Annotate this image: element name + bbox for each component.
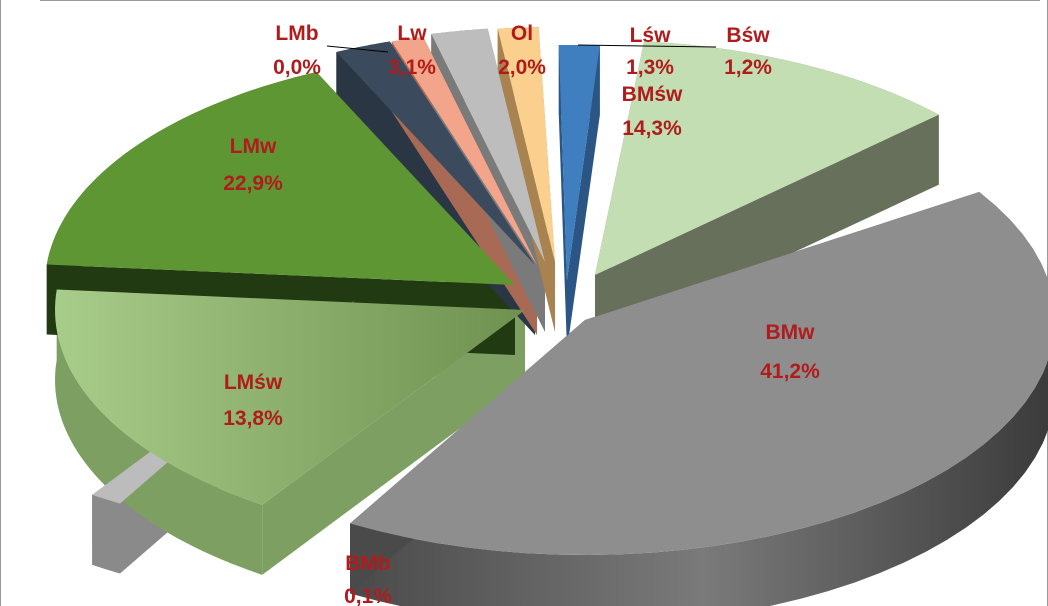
slice-lmb[interactable] [336,41,535,265]
slice-face-bmśw-1 [595,114,939,346]
slice-value-lw: 3,1% [388,56,436,79]
slice-label-bmśw: BMśw [622,83,683,106]
slice-label-ol: Ol [511,22,533,45]
slice-lw[interactable] [391,36,537,266]
slice-value-bśw: 1,2% [724,56,772,79]
leader-line-1 [577,44,717,48]
chart-top-border [40,0,1040,1]
slice-label-lmśw: LMśw [224,371,283,394]
slice-value-bmśw: 14,3% [622,117,682,140]
slice-value-lmw: 22,9% [223,172,283,195]
slice-label-bmw: BMw [766,321,816,344]
slice-side-lmśw [55,289,263,575]
slice-bmw[interactable] [350,192,1048,555]
slice-value-lmśw: 13,8% [223,407,283,430]
slice-label-lmb: LMb [275,22,318,45]
slice-value-lśw: 1,3% [626,56,674,79]
slice-label-bśw: Bśw [726,24,770,47]
slice-label-lśw: Lśw [630,24,672,47]
slice-label-bmb: BMb [345,552,391,575]
slice-value-lmb: 0,0% [273,56,321,79]
slice-ol[interactable] [431,28,545,263]
slice-side-bmw [350,192,1048,606]
slice-value-ol: 2,0% [498,56,546,79]
slice-value-bmw: 41,2% [760,360,820,383]
slice-face-lśw-1 [567,45,600,350]
slice-label-lmw: LMw [230,135,277,158]
slice-label-lw: Lw [397,22,427,45]
slice-lmw[interactable] [46,72,516,285]
slice-value-bmb: 0,1% [344,585,392,606]
slice-bmśw[interactable] [595,41,939,275]
slice-bśw[interactable] [497,27,555,262]
slice-face-lśw-0 [558,45,567,350]
leader-line-0 [326,45,389,53]
slice-lmśw[interactable] [55,289,525,505]
slice-face-bśw-0 [497,28,555,333]
slice-lśw[interactable] [558,45,600,280]
